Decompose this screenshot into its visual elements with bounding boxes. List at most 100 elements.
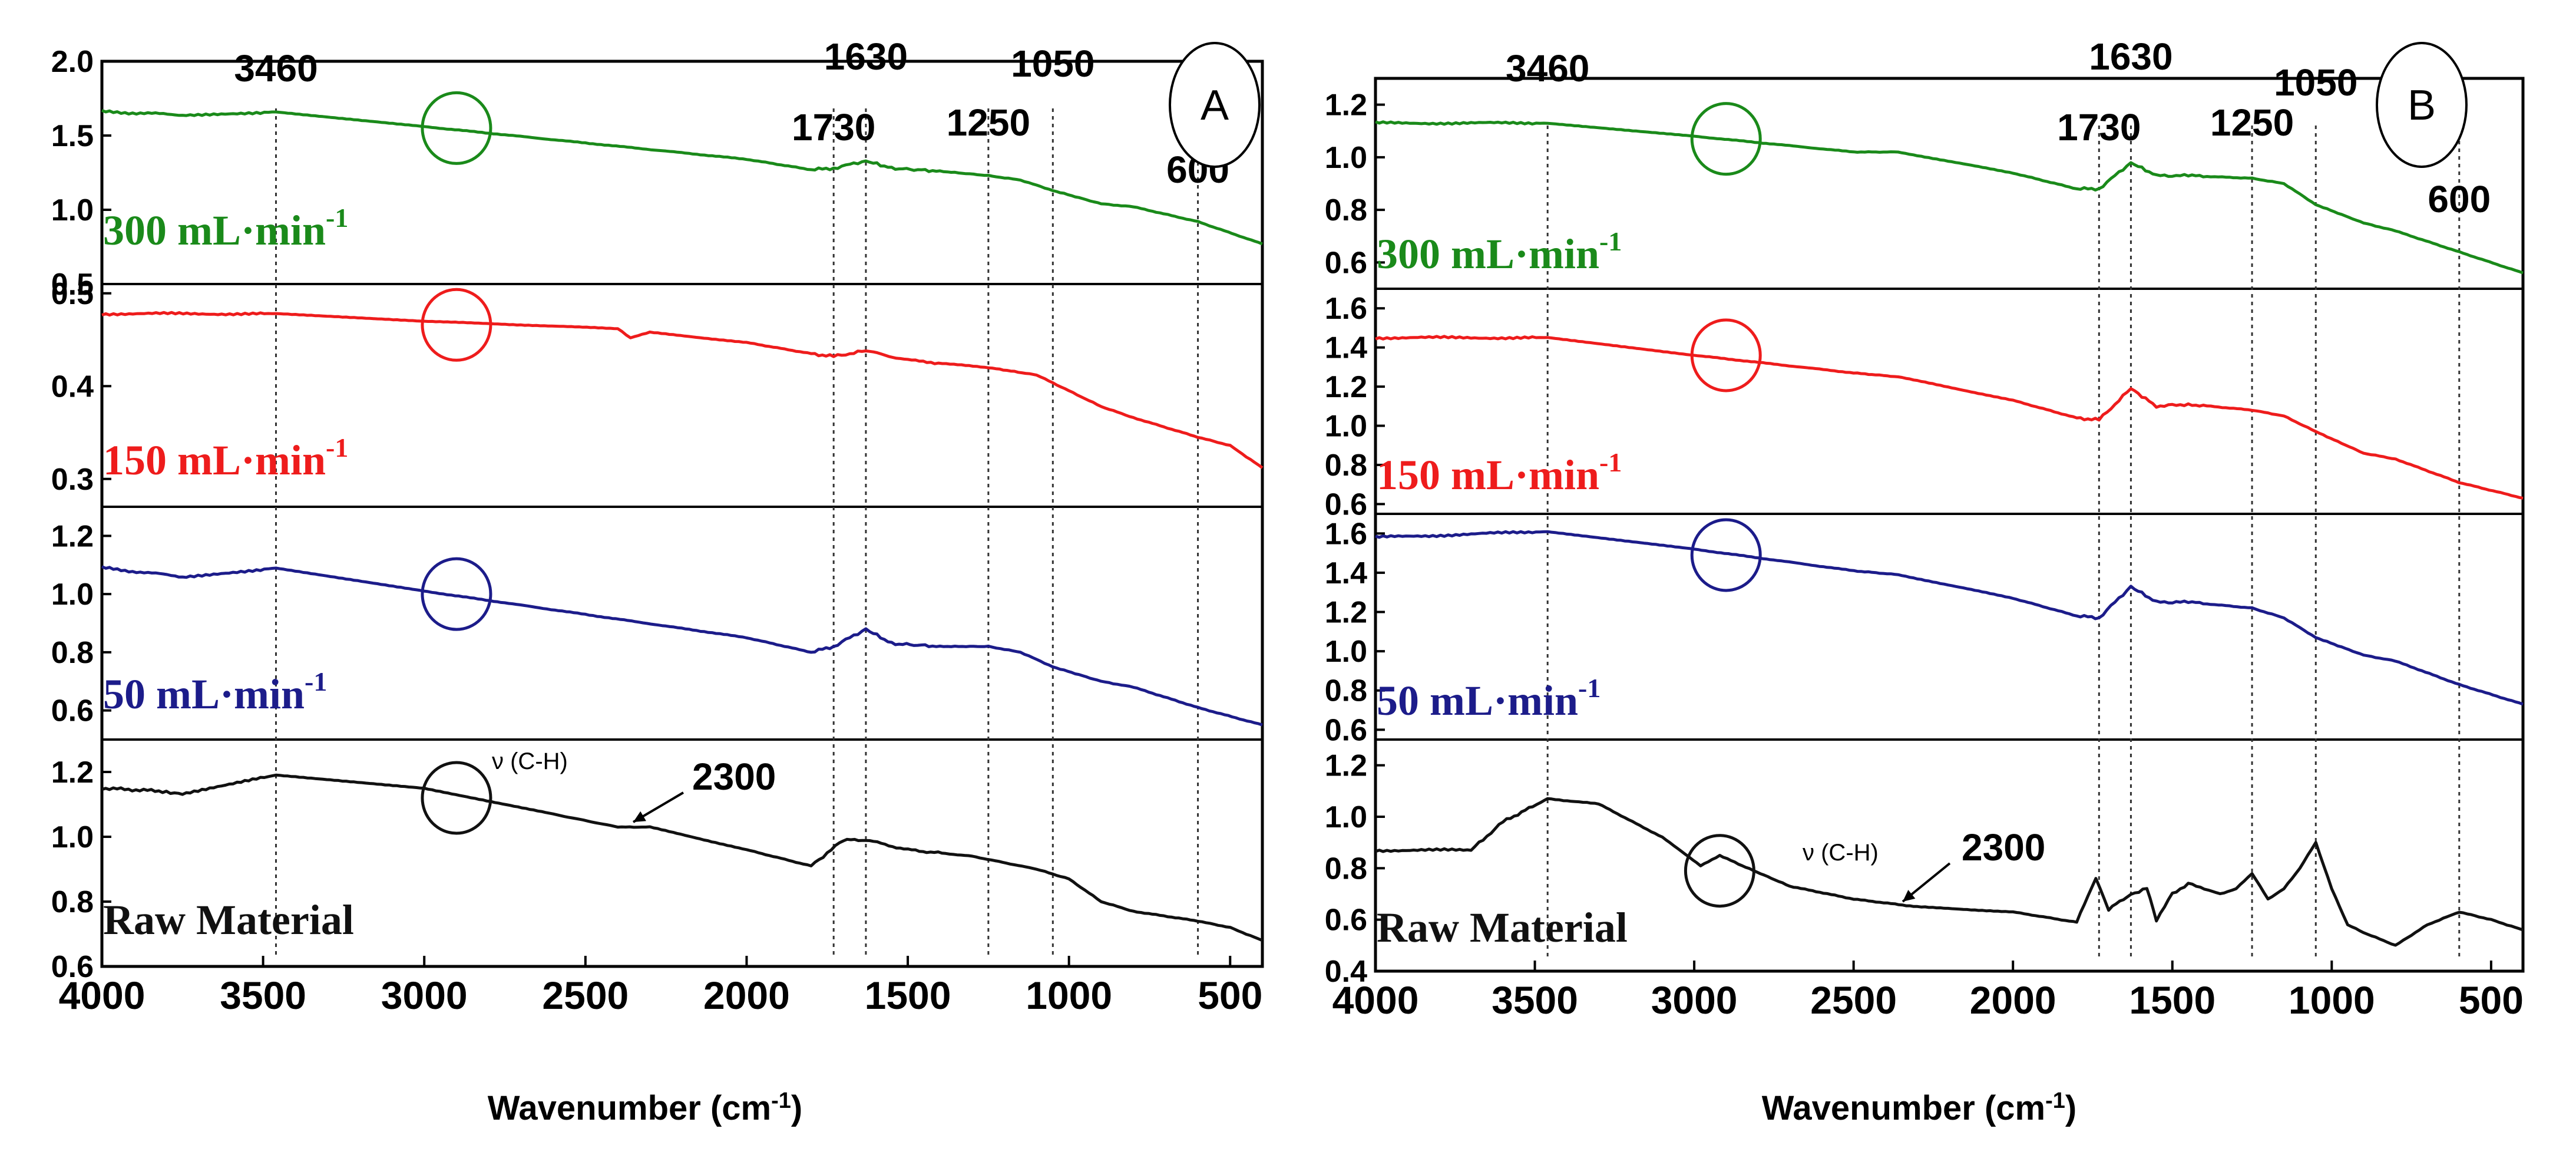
y-tick-label-3-1.2: 1.2 xyxy=(1325,749,1367,783)
y-tick-label-3-1.2: 1.2 xyxy=(51,755,94,790)
y-tick-label-2-1.0: 1.0 xyxy=(1325,635,1367,669)
y-tick-label-2-0.6: 0.6 xyxy=(51,694,94,728)
panel-letter-circle xyxy=(1169,42,1261,168)
panel-letter: B xyxy=(2408,82,2436,129)
ch-highlight-circle-0 xyxy=(1690,102,1762,176)
ch-highlight-circle-0 xyxy=(421,91,492,165)
co2-arrow-head xyxy=(633,811,646,822)
x-axis-title-b: Wavenumber (cm-1) xyxy=(1762,1088,2076,1127)
ch-highlight-circle-2 xyxy=(1690,518,1762,592)
y-tick-label-1-1.0: 1.0 xyxy=(1325,410,1367,444)
x-tick-label-1000: 1000 xyxy=(1026,974,1112,1017)
spectrum-line-a-1 xyxy=(101,311,1264,469)
x-tick-label-3500: 3500 xyxy=(1492,978,1578,1022)
y-tick-label-3-0.8: 0.8 xyxy=(51,885,94,919)
y-tick-label-2-0.8: 0.8 xyxy=(51,636,94,670)
vch-annotation: ν (C-H) xyxy=(1803,840,1879,866)
x-tick-label-4000: 4000 xyxy=(59,974,146,1017)
panel-letter-circle xyxy=(2376,42,2468,168)
y-tick-label-1-0.6: 0.6 xyxy=(1325,487,1367,522)
peak-label-1050: 1050 xyxy=(2274,61,2357,104)
x-tick-label-3500: 3500 xyxy=(220,974,306,1017)
y-tick-label-3-1.0: 1.0 xyxy=(51,820,94,854)
spectrum-line-b-2 xyxy=(1375,530,2524,706)
y-tick-label-0-1.2: 1.2 xyxy=(1325,88,1367,123)
x-tick-label-1500: 1500 xyxy=(865,974,951,1017)
y-tick-label-2-1.6: 1.6 xyxy=(1325,517,1367,551)
peak-label-1250: 1250 xyxy=(947,101,1030,144)
spectrum-line-a-3 xyxy=(101,773,1263,942)
series-label-2: 50 mL·min-1 xyxy=(1377,673,1601,724)
y-tick-label-2-1.2: 1.2 xyxy=(51,519,94,553)
peak-label-1730: 1730 xyxy=(2057,106,2141,148)
y-tick-label-1-1.4: 1.4 xyxy=(1325,331,1367,365)
y-tick-label-0-0.6: 0.6 xyxy=(1325,246,1367,280)
y-tick-label-3-0.8: 0.8 xyxy=(1325,852,1367,886)
y-tick-label-0-1.5: 1.5 xyxy=(51,119,94,153)
peak-label-1050: 1050 xyxy=(1011,42,1094,85)
series-label-3: Raw Material xyxy=(1377,904,1628,951)
x-tick-label-2000: 2000 xyxy=(1970,978,2056,1022)
y-tick-label-1-0.3: 0.3 xyxy=(51,463,94,497)
y-tick-label-2-0.6: 0.6 xyxy=(1325,713,1367,747)
peak-label-3460: 3460 xyxy=(1506,47,1589,90)
series-label-0: 300 mL·min-1 xyxy=(1377,226,1622,278)
spectrum-line-a-2 xyxy=(101,565,1263,727)
series-label-0: 300 mL·min-1 xyxy=(103,203,348,254)
ch-highlight-circle-1 xyxy=(1690,318,1762,392)
spectrum-line-b-0 xyxy=(1375,120,2524,275)
y-tick-label-2-0.8: 0.8 xyxy=(1325,674,1367,708)
vch-annotation: ν (C-H) xyxy=(492,748,568,774)
y-tick-label-0-1.0: 1.0 xyxy=(51,193,94,227)
y-tick-label-1-1.2: 1.2 xyxy=(1325,370,1367,404)
plot-frame xyxy=(100,60,1264,968)
x-tick-label-3000: 3000 xyxy=(381,974,468,1017)
ch-highlight-circle-3 xyxy=(1684,834,1755,908)
peak-label-1630: 1630 xyxy=(824,35,908,78)
y-tick-label-1-0.8: 0.8 xyxy=(1325,448,1367,483)
plot-frame xyxy=(1374,77,2525,973)
y-tick-label-3-0.6: 0.6 xyxy=(51,950,94,984)
y-tick-label-3-1.0: 1.0 xyxy=(1325,800,1367,834)
series-label-1: 150 mL·min-1 xyxy=(1377,447,1622,499)
chart-panel-b: 4000 3500 3000 2500 2000 1500 1000 500 3460 1730 1… xyxy=(1325,35,2525,1022)
y-tick-label-1-1.6: 1.6 xyxy=(1325,292,1367,326)
x-tick-label-4000: 4000 xyxy=(1332,978,1419,1022)
co2-annotation: 2300 xyxy=(692,755,776,798)
ch-highlight-circle-1 xyxy=(421,288,492,362)
co2-annotation: 2300 xyxy=(1962,826,2045,869)
y-tick-label-1-0.4: 0.4 xyxy=(51,369,94,404)
y-tick-label-0-1.0: 1.0 xyxy=(1325,141,1367,175)
co2-arrow-head xyxy=(1903,890,1916,902)
y-tick-label-3-0.4: 0.4 xyxy=(1325,955,1367,989)
y-tick-label-1-0.5: 0.5 xyxy=(51,277,94,311)
series-label-1: 150 mL·min-1 xyxy=(103,433,348,484)
y-tick-label-0-0.5: 0.5 xyxy=(51,268,94,302)
chart-panel-a: 4000 3500 3000 2500 2000 1500 1000 500 3460 1730 1… xyxy=(51,35,1264,1017)
peak-label-3460: 3460 xyxy=(234,47,318,90)
peak-label-1250: 1250 xyxy=(2210,101,2294,144)
ch-highlight-circle-3 xyxy=(421,761,492,835)
y-tick-label-2-1.2: 1.2 xyxy=(1325,596,1367,630)
series-label-2: 50 mL·min-1 xyxy=(103,666,327,718)
y-tick-label-2-1.0: 1.0 xyxy=(51,578,94,612)
y-tick-label-0-2.0: 2.0 xyxy=(51,45,94,79)
series-label-3: Raw Material xyxy=(103,896,354,943)
panel-letter: A xyxy=(1201,82,1229,129)
y-tick-label-2-1.4: 1.4 xyxy=(1325,556,1367,590)
x-tick-label-2500: 2500 xyxy=(542,974,629,1017)
x-tick-label-2500: 2500 xyxy=(1810,978,1897,1022)
x-tick-label-500: 500 xyxy=(1198,974,1262,1017)
ch-highlight-circle-2 xyxy=(421,557,492,631)
x-tick-label-3000: 3000 xyxy=(1651,978,1738,1022)
spectrum-line-b-3 xyxy=(1375,797,2524,947)
x-tick-label-500: 500 xyxy=(2459,978,2524,1022)
spectrum-line-b-1 xyxy=(1375,335,2524,500)
x-tick-label-1500: 1500 xyxy=(2129,978,2215,1022)
y-tick-label-0-0.8: 0.8 xyxy=(1325,193,1367,227)
x-axis-title-a: Wavenumber (cm-1) xyxy=(488,1088,802,1127)
peak-label-1630: 1630 xyxy=(2089,35,2172,78)
peak-label-1730: 1730 xyxy=(792,106,875,148)
x-tick-label-2000: 2000 xyxy=(703,974,790,1017)
